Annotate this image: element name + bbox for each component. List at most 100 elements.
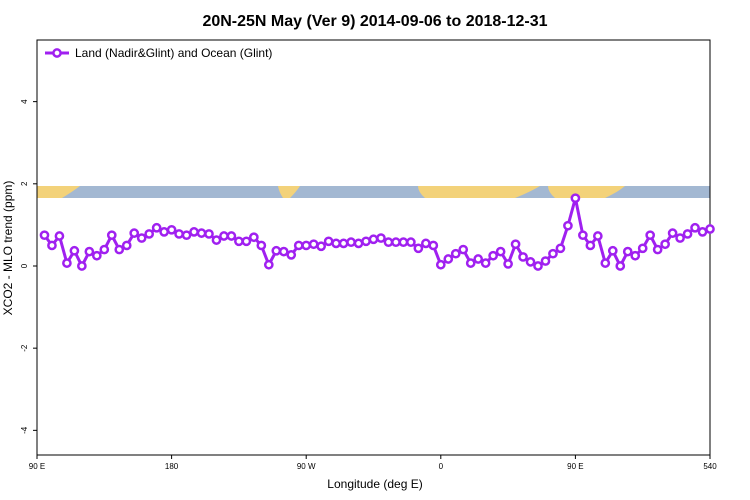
data-point (630, 250, 641, 261)
land (278, 186, 300, 198)
y-tick-label: -2 (20, 344, 29, 352)
data-point (99, 244, 110, 255)
data-point (353, 238, 364, 249)
data-point (263, 259, 274, 270)
data-point (518, 252, 528, 262)
data-point (361, 236, 371, 247)
data-point (548, 248, 558, 259)
data-point (525, 257, 536, 267)
data-point (301, 240, 312, 251)
data-point (652, 244, 663, 255)
data-point (495, 246, 506, 257)
x-axis-label: Longitude (deg E) (327, 477, 422, 491)
data-point (106, 230, 117, 241)
data-point (420, 238, 431, 249)
data-point (458, 244, 469, 255)
land (37, 186, 80, 198)
data-point (473, 254, 484, 264)
data-point (443, 254, 454, 264)
data-point (480, 258, 491, 268)
data-point (234, 236, 244, 247)
data-point (256, 240, 267, 251)
x-tick-label: 540 (703, 462, 717, 471)
data-point (413, 243, 424, 254)
land (418, 186, 540, 198)
data-point (510, 239, 521, 250)
y-axis-label: XCO2 - MLO trend (ppm) (1, 181, 15, 316)
data-point (391, 237, 401, 248)
data-point (578, 230, 588, 241)
data-point (346, 237, 356, 248)
data-point (435, 259, 446, 270)
data-point (189, 227, 199, 237)
data-point (249, 232, 259, 243)
map-strip (37, 186, 710, 198)
plot-frame (36, 39, 711, 456)
data-point (174, 229, 184, 239)
data-point (675, 233, 685, 243)
x-tick-label: 90 E (29, 462, 45, 471)
data-point (697, 227, 708, 237)
data-point (219, 231, 229, 241)
data-point (660, 239, 670, 250)
data-point (136, 233, 147, 243)
ocean-band (37, 186, 710, 198)
data-point (331, 238, 341, 249)
x-tick-label: 0 (439, 462, 444, 471)
data-point (690, 222, 700, 233)
data-point (77, 261, 87, 271)
data-point (607, 245, 618, 256)
data-point (592, 231, 603, 241)
data-point (645, 230, 656, 241)
data-point (144, 229, 155, 239)
legend-label: Land (Nadir&Glint) and Ocean (Glint) (75, 46, 272, 60)
data-point (585, 240, 596, 251)
series-line (43, 197, 711, 270)
x-tick-label: 90 E (567, 462, 583, 471)
data-point (465, 258, 476, 268)
data-point (533, 261, 543, 271)
data-point (406, 237, 416, 248)
y-tick-label: -4 (20, 426, 29, 434)
y-tick-label: 2 (20, 181, 29, 186)
data-point (278, 246, 289, 257)
data-point (316, 241, 327, 252)
data-point (159, 227, 169, 237)
data-point (705, 224, 715, 234)
y-tick-label: 0 (20, 263, 29, 268)
chart-title: 20N-25N May (Ver 9) 2014-09-06 to 2018-1… (202, 13, 547, 30)
data-point (376, 233, 386, 243)
data-point (540, 256, 551, 266)
data-point (555, 243, 566, 254)
data-point (286, 250, 297, 260)
data-point (121, 240, 132, 251)
data-point (181, 230, 192, 241)
data-point (166, 224, 177, 235)
x-tick-label: 90 W (297, 462, 316, 471)
data-point (84, 246, 95, 257)
data-point (615, 261, 626, 271)
data-point (114, 244, 125, 255)
data-point (450, 248, 461, 259)
data-point (682, 229, 693, 239)
data-point (622, 246, 633, 257)
legend-marker (52, 48, 62, 58)
data-point (241, 236, 252, 247)
data-point (488, 250, 498, 261)
data-point (62, 258, 72, 268)
data-point (91, 250, 102, 261)
data-point (196, 228, 207, 238)
y-tick-label: 4 (20, 99, 29, 104)
x-tick-label: 180 (165, 462, 179, 471)
data-point (428, 240, 439, 251)
data-point (47, 240, 57, 251)
data-point (383, 237, 394, 248)
data-point (600, 258, 611, 268)
data-point (226, 231, 237, 241)
data-point (129, 228, 140, 238)
data-point (323, 236, 334, 247)
data-point (338, 238, 349, 249)
data-point (637, 243, 648, 254)
